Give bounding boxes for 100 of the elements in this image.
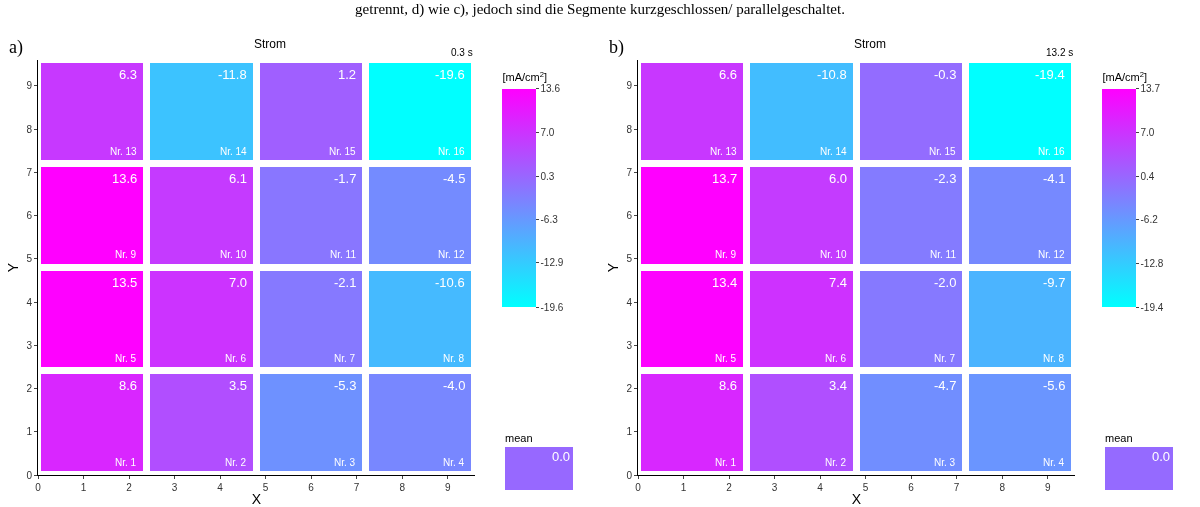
color-bar-label: 13.6	[540, 83, 561, 95]
data-label: -0.3	[934, 67, 957, 82]
data-label: 0.0	[551, 449, 570, 464]
y-tick-label: 2	[26, 383, 33, 395]
y-tick-label: 5	[26, 253, 33, 265]
annotation: Nr. 14	[820, 146, 848, 157]
x-tick-label: 1	[680, 482, 687, 493]
color-bar-label: -12.8	[1140, 257, 1164, 269]
annotation: Nr. 1	[115, 457, 137, 468]
x-tick-label: 2	[726, 482, 733, 493]
color-bar-label: 0.3	[540, 170, 555, 182]
annotation: Nr. 9	[115, 249, 137, 260]
annotation: Nr. 12	[438, 249, 466, 260]
chart-title: Strom	[253, 36, 287, 51]
data-label: -11.8	[218, 67, 247, 82]
data-label: -1.7	[334, 171, 357, 186]
x-tick-label: 5	[262, 482, 269, 493]
y-tick-label: 8	[26, 123, 33, 135]
annotation: Nr. 5	[715, 353, 737, 364]
annotation: Nr. 3	[334, 457, 356, 468]
data-label: -2.0	[934, 275, 957, 290]
data-label: 6.0	[829, 171, 848, 186]
x-tick-label: 0	[35, 482, 42, 493]
data-label: 8.6	[119, 378, 138, 393]
annotation: Nr. 4	[443, 457, 465, 468]
data-label: -5.6	[1043, 378, 1066, 393]
x-tick-label: 2	[126, 482, 133, 493]
annotation: Nr. 7	[934, 353, 956, 364]
data-label: -10.8	[817, 67, 847, 82]
annotation: Nr. 16	[1038, 146, 1066, 157]
y-tick-label: 9	[626, 80, 633, 92]
annotation: Nr. 2	[225, 457, 247, 468]
y-tick-label: 3	[26, 339, 33, 351]
y-tick-label: 8	[626, 123, 633, 135]
data-label: 7.0	[229, 275, 248, 290]
annotation: Nr. 12	[1038, 249, 1066, 260]
annotation: Nr. 6	[225, 353, 247, 364]
annotation: Nr. 15	[329, 146, 357, 157]
text: mean	[505, 432, 533, 444]
color-bar-title: [mA/cm$^{2}$]	[502, 69, 548, 84]
text: getrennt, d) wie c), jedoch sind die Segmente kurzgeschlossen/ parallelgeschaltet.	[354, 0, 846, 18]
annotation: Nr. 14	[220, 146, 248, 157]
data-label: 8.6	[719, 378, 738, 393]
color-bar-label: 13.7	[1140, 83, 1161, 95]
annotation: Nr. 6	[825, 353, 847, 364]
x-axis-title: X	[251, 491, 262, 507]
chart-subtitle: 0.3 s	[451, 47, 473, 58]
text: b)	[609, 37, 624, 58]
x-tick-label: 0	[635, 482, 642, 493]
x-axis-title: X	[851, 491, 862, 507]
color-bar-label: -6.3	[540, 214, 559, 226]
color-bar-label: -19.6	[540, 301, 564, 313]
data-label: 6.6	[719, 67, 738, 82]
x-tick-label: 5	[862, 482, 869, 493]
color-bar-label: 7.0	[1140, 127, 1155, 139]
text: a)	[9, 37, 23, 58]
chart-subtitle: 13.2 s	[1046, 47, 1074, 58]
x-tick-label: 1	[80, 482, 87, 493]
annotation: Nr. 3	[934, 457, 956, 468]
y-tick-label: 7	[26, 166, 33, 178]
x-tick-label: 9	[444, 482, 451, 493]
y-tick-label: 4	[26, 296, 33, 308]
annotation: Nr. 11	[330, 249, 357, 260]
annotation: Nr. 8	[443, 353, 465, 364]
color-bar-label: -6.2	[1140, 214, 1159, 226]
y-axis-title: Y	[605, 262, 622, 273]
annotation: Nr. 11	[930, 249, 957, 260]
x-tick-label: 8	[399, 482, 406, 493]
annotation: Nr. 2	[825, 457, 847, 468]
annotation: Nr. 13	[710, 146, 738, 157]
data-label: -4.5	[443, 171, 466, 186]
annotation: Nr. 15	[929, 146, 957, 157]
data-label: 1.2	[338, 67, 357, 82]
color-bar-title: [mA/cm$^{2}$]	[1102, 69, 1148, 84]
y-tick-label: 0	[626, 469, 633, 481]
data-label: 3.4	[829, 378, 848, 393]
y-tick-label: 6	[626, 210, 633, 222]
x-tick-label: 3	[171, 482, 178, 493]
x-tick-label: 3	[771, 482, 778, 493]
data-label: -2.1	[334, 275, 357, 290]
x-tick-label: 6	[308, 482, 315, 493]
data-label: 0.0	[1151, 449, 1170, 464]
annotation: Nr. 10	[220, 249, 248, 260]
y-tick-label: 5	[626, 253, 633, 265]
data-label: -19.6	[435, 67, 465, 82]
data-label: 7.4	[829, 275, 848, 290]
y-tick-label: 3	[626, 339, 633, 351]
x-tick-label: 4	[217, 482, 224, 493]
color-bar-label: 7.0	[540, 126, 555, 138]
y-tick-label: 6	[26, 210, 33, 222]
data-label: 13.5	[112, 275, 138, 290]
annotation: Nr. 10	[820, 249, 848, 260]
x-tick-label: 4	[817, 482, 824, 493]
x-tick-label: 8	[999, 482, 1006, 493]
y-tick-label: 1	[26, 426, 33, 438]
y-tick-label: 4	[626, 296, 633, 308]
x-tick-label: 7	[353, 482, 360, 493]
data-label: -19.4	[1035, 67, 1065, 82]
y-tick-label: 2	[626, 383, 633, 395]
data-label: 13.7	[712, 171, 738, 186]
